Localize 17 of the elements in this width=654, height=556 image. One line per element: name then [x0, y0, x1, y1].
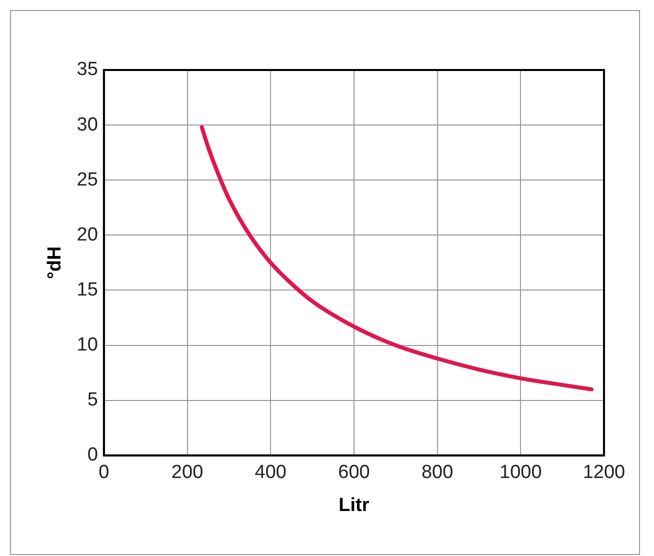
y-tick-label: 20	[76, 224, 98, 246]
y-axis-title: °dH	[44, 246, 66, 280]
y-tick-label: 0	[87, 444, 98, 466]
x-tick-label: 800	[421, 462, 454, 484]
x-tick-label: 400	[254, 462, 286, 484]
y-tick-label: 5	[87, 390, 98, 411]
y-tick-label: 15	[76, 279, 98, 300]
x-tick-label: 600	[338, 462, 370, 484]
x-tick-label: 200	[171, 462, 204, 484]
y-tick-label: 25	[76, 169, 98, 190]
x-axis-title: Litr	[338, 494, 370, 516]
x-tick-label: 1000	[500, 462, 542, 484]
y-tick-label: 35	[76, 59, 98, 80]
x-tick-label: 1200	[582, 462, 626, 484]
line-series	[200, 125, 594, 392]
y-tick-label: 10	[76, 334, 98, 356]
y-tick-label: 30	[76, 114, 98, 136]
